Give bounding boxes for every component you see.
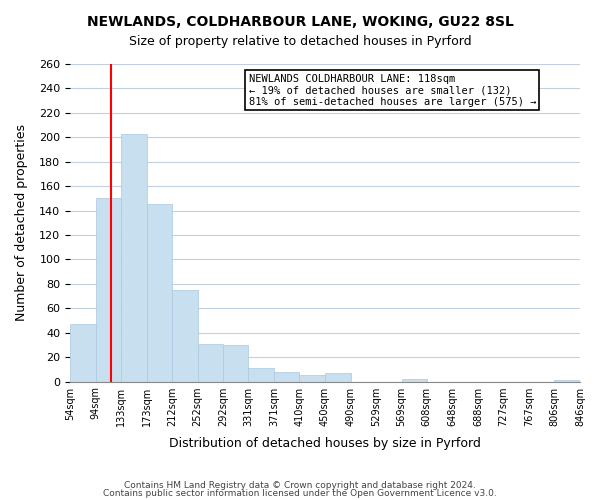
Bar bbox=[121, 134, 146, 382]
Bar bbox=[248, 368, 274, 382]
Text: NEWLANDS, COLDHARBOUR LANE, WOKING, GU22 8SL: NEWLANDS, COLDHARBOUR LANE, WOKING, GU22… bbox=[86, 15, 514, 29]
Bar bbox=[325, 373, 351, 382]
Bar bbox=[96, 198, 121, 382]
Text: Contains HM Land Registry data © Crown copyright and database right 2024.: Contains HM Land Registry data © Crown c… bbox=[124, 481, 476, 490]
Bar bbox=[197, 344, 223, 382]
Bar bbox=[401, 379, 427, 382]
Bar bbox=[554, 380, 580, 382]
Bar bbox=[223, 345, 248, 382]
Bar bbox=[146, 204, 172, 382]
Text: Contains public sector information licensed under the Open Government Licence v3: Contains public sector information licen… bbox=[103, 488, 497, 498]
Bar bbox=[274, 372, 299, 382]
Bar bbox=[299, 376, 325, 382]
Text: Size of property relative to detached houses in Pyrford: Size of property relative to detached ho… bbox=[128, 35, 472, 48]
X-axis label: Distribution of detached houses by size in Pyrford: Distribution of detached houses by size … bbox=[169, 437, 481, 450]
Y-axis label: Number of detached properties: Number of detached properties bbox=[15, 124, 28, 322]
Bar bbox=[70, 324, 96, 382]
Bar bbox=[172, 290, 197, 382]
Text: NEWLANDS COLDHARBOUR LANE: 118sqm
← 19% of detached houses are smaller (132)
81%: NEWLANDS COLDHARBOUR LANE: 118sqm ← 19% … bbox=[248, 74, 536, 106]
